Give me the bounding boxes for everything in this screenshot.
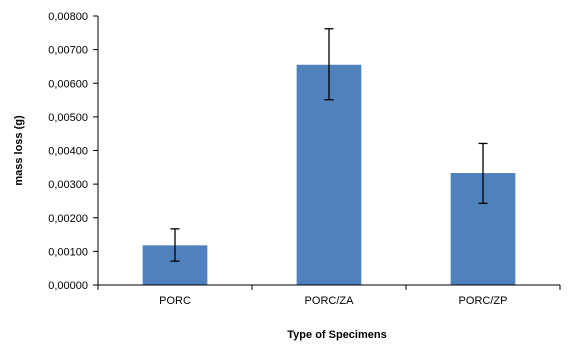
y-tick-label: 0,00800 — [48, 11, 88, 23]
y-axis-ticks — [93, 15, 561, 290]
x-axis-title: Type of Specimens — [287, 329, 386, 341]
x-tick-label: PORC/ZA — [305, 295, 355, 307]
bar — [296, 64, 362, 285]
y-tick-label: 0,00300 — [48, 179, 88, 191]
error-bars — [170, 28, 488, 262]
x-tick-label: PORC/ZP — [459, 295, 508, 307]
x-axis-tick-labels: PORC PORC/ZA PORC/ZP — [159, 295, 507, 307]
y-axis-tick-labels: 0,00000 0,00100 0,00200 0,00300 0,00400 0,005… — [48, 11, 88, 292]
y-tick-label: 0,00100 — [48, 246, 88, 258]
y-tick-label: 0,00700 — [48, 45, 88, 57]
x-tick-label: PORC — [159, 295, 191, 307]
y-tick-label: 0,00200 — [48, 213, 88, 225]
y-tick-label: 0,00600 — [48, 78, 88, 90]
y-tick-label: 0,00000 — [48, 280, 88, 292]
y-tick-label: 0,00400 — [48, 146, 88, 158]
y-tick-label: 0,00500 — [48, 112, 88, 124]
y-axis-title: mass loss (g) — [13, 115, 25, 186]
